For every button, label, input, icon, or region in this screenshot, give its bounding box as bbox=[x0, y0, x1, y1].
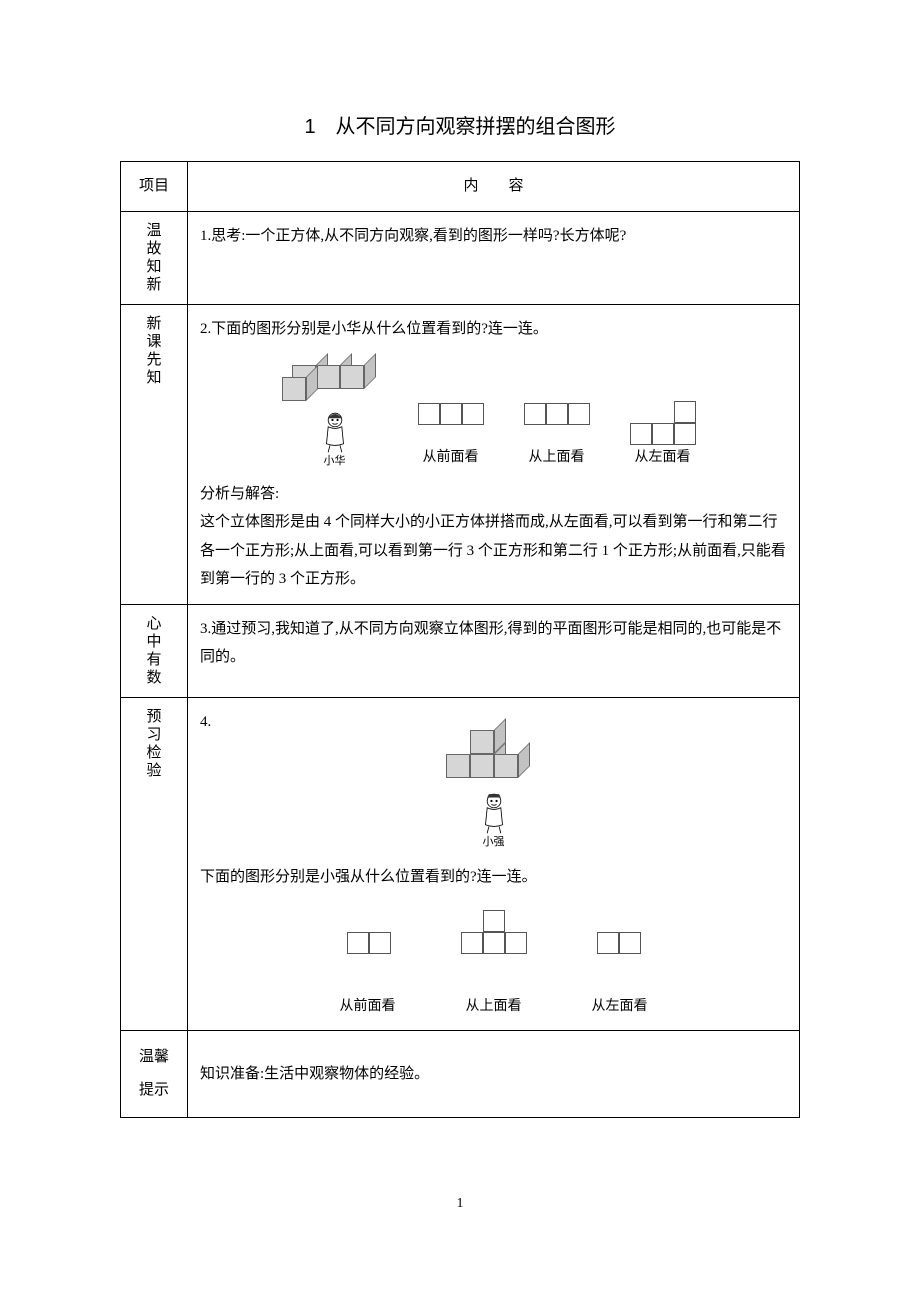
row2-label: 新课先知 bbox=[121, 304, 188, 604]
row4-question: 下面的图形分别是小强从什么位置看到的?连一连。 bbox=[200, 863, 787, 892]
child-icon-xiaohua bbox=[318, 409, 352, 453]
row2-content: 2.下面的图形分别是小华从什么位置看到的?连一连。 bbox=[188, 304, 800, 604]
row2-cap-top: 从上面看 bbox=[529, 445, 585, 472]
row4-view-a bbox=[347, 932, 391, 954]
row2-view-left: 从左面看 bbox=[630, 401, 696, 472]
row4-label: 预习检验 bbox=[121, 697, 188, 1030]
row4-cap-front: 从前面看 bbox=[340, 994, 396, 1021]
row4-cap-top: 从上面看 bbox=[466, 994, 522, 1021]
row1-content: 1.思考:一个正方体,从不同方向观察,看到的图形一样吗?长方体呢? bbox=[188, 211, 800, 304]
row3-label: 心中有数 bbox=[121, 604, 188, 697]
child-icon-xiaoqiang bbox=[477, 790, 511, 834]
row2-view-top: 从上面看 bbox=[524, 403, 590, 472]
row4-captions: 从前面看 从上面看 从左面看 bbox=[200, 994, 787, 1021]
child-name-xiaohua: 小华 bbox=[324, 451, 346, 472]
row4-content: 4. bbox=[188, 697, 800, 1030]
row2-cap-left: 从左面看 bbox=[635, 445, 691, 472]
row5-label: 温馨 提示 bbox=[121, 1031, 188, 1118]
row5-text: 知识准备:生活中观察物体的经验。 bbox=[200, 1060, 787, 1089]
row3-content: 3.通过预习,我知道了,从不同方向观察立体图形,得到的平面图形可能是相同的,也可… bbox=[188, 604, 800, 697]
row4-view-b bbox=[461, 910, 527, 954]
header-col2: 内 容 bbox=[188, 162, 800, 212]
page-title: 1 从不同方向观察拼摆的组合图形 bbox=[120, 110, 800, 139]
row2-question: 2.下面的图形分别是小华从什么位置看到的?连一连。 bbox=[200, 315, 787, 344]
row4-view-c bbox=[597, 932, 641, 954]
row2-solid: 小华 bbox=[292, 353, 378, 472]
page-number: 1 bbox=[0, 1196, 920, 1212]
row4-views bbox=[200, 910, 787, 954]
row1-text: 1.思考:一个正方体,从不同方向观察,看到的图形一样吗?长方体呢? bbox=[200, 222, 787, 251]
child-name-xiaoqiang: 小强 bbox=[483, 832, 505, 853]
header-col1: 项目 bbox=[121, 162, 188, 212]
row2-analysis-body: 这个立体图形是由 4 个同样大小的小正方体拼搭而成,从左面看,可以看到第一行和第… bbox=[200, 508, 787, 594]
row4-solid-block: 小强 bbox=[200, 736, 787, 853]
row2-cap-front: 从前面看 bbox=[423, 445, 479, 472]
worksheet-table: 项目 内 容 温故知新 1.思考:一个正方体,从不同方向观察,看到的图形一样吗?… bbox=[120, 161, 800, 1118]
row2-figures: 小华 从前面看 从上面看 bbox=[200, 353, 787, 472]
row4-cap-left: 从左面看 bbox=[592, 994, 648, 1021]
row1-label: 温故知新 bbox=[121, 211, 188, 304]
row2-analysis-head: 分析与解答: bbox=[200, 480, 787, 509]
row5-content: 知识准备:生活中观察物体的经验。 bbox=[188, 1031, 800, 1118]
row2-view-front: 从前面看 bbox=[418, 403, 484, 472]
row3-text: 3.通过预习,我知道了,从不同方向观察立体图形,得到的平面图形可能是相同的,也可… bbox=[200, 615, 787, 672]
